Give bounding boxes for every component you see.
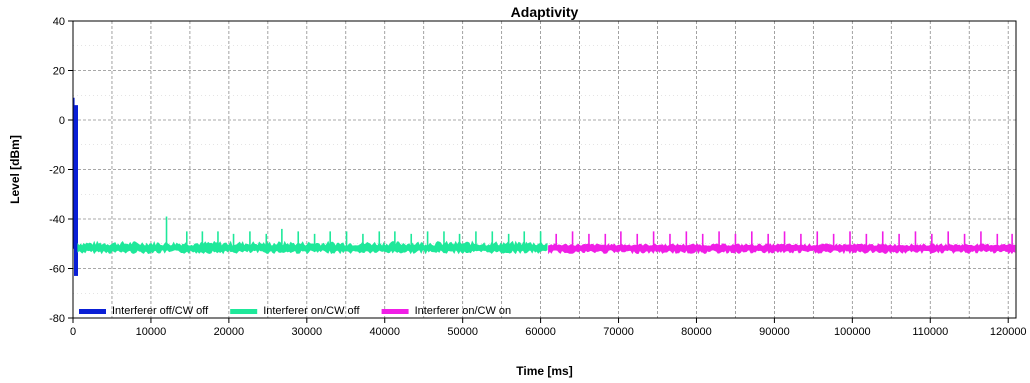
legend-item: Interferer on/CW off [230, 305, 361, 317]
grid [73, 21, 1016, 318]
x-tick-label: 40000 [369, 326, 400, 338]
x-tick-label: 10000 [136, 326, 167, 338]
series-2 [77, 216, 548, 255]
x-tick-label: 120000 [990, 326, 1027, 338]
x-tick-label: 60000 [525, 326, 556, 338]
y-tick-label: -40 [49, 214, 65, 226]
series-layer [72, 97, 1016, 276]
legend-label: Interferer on/CW off [263, 305, 360, 317]
x-tick-label: 110000 [912, 326, 948, 338]
x-tick-label: 100000 [834, 326, 871, 338]
x-tick-label: 70000 [603, 326, 634, 338]
series-envelope [77, 240, 548, 255]
series-envelope [548, 243, 1016, 255]
series-1 [72, 97, 78, 276]
x-tick-label: 30000 [292, 326, 323, 338]
x-tick-label: 50000 [447, 326, 478, 338]
y-tick-label: -20 [49, 165, 65, 177]
x-axis-label: Time [ms] [516, 364, 572, 378]
y-tick-label: -60 [49, 264, 65, 276]
x-tick-label: 20000 [214, 326, 245, 338]
x-tick-label: 80000 [681, 326, 712, 338]
y-tick-label: -80 [49, 313, 65, 325]
x-tick-label: 0 [70, 326, 76, 338]
x-tick-label: 90000 [759, 326, 790, 338]
legend-swatch [79, 309, 106, 314]
axis-ticks: 0 10000 20000 30000 40000 50000 60000 70000 8000… [49, 16, 1026, 338]
legend-swatch [230, 309, 258, 314]
series-3 [548, 231, 1016, 255]
legend: Interferer off/CW off Interferer on/CW of… [79, 305, 511, 317]
legend-item: Interferer off/CW off [79, 305, 209, 317]
legend-swatch [381, 309, 409, 314]
y-tick-label: 40 [53, 16, 65, 28]
y-tick-label: 20 [53, 66, 65, 78]
legend-item: Interferer on/CW on [381, 305, 512, 317]
y-tick-label: 0 [59, 115, 65, 127]
chart-title: Adaptivity [511, 4, 579, 20]
y-axis-label: Level [dBm] [8, 135, 22, 204]
series-band [74, 105, 78, 276]
legend-label: Interferer on/CW on [415, 305, 512, 317]
legend-label: Interferer off/CW off [112, 305, 209, 317]
